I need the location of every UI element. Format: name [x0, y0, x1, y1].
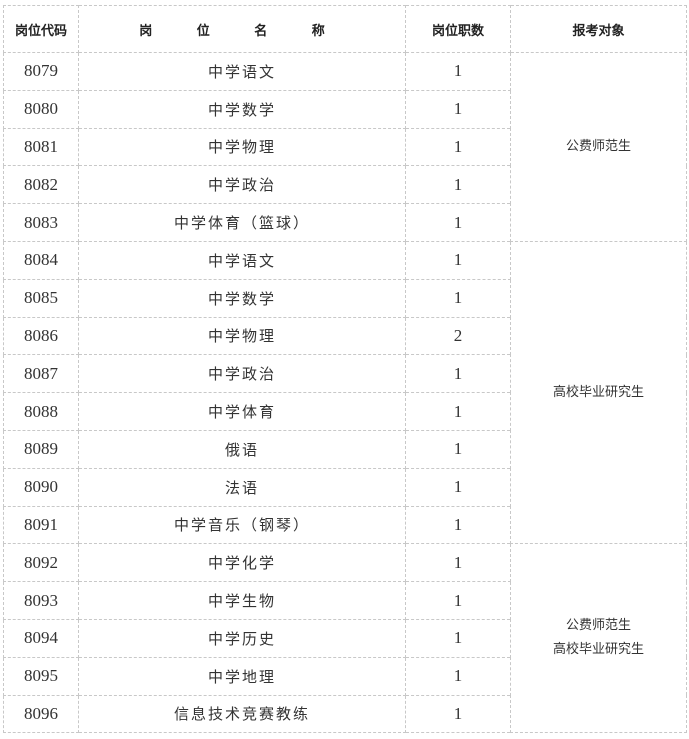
cell-name: 中学地理 — [78, 656, 406, 696]
cell-code: 8089 — [3, 429, 79, 469]
table-row: 8093 中学生物 1 — [3, 581, 687, 620]
cell-count: 1 — [405, 467, 511, 507]
cell-code: 8079 — [3, 52, 79, 91]
cell-count: 1 — [405, 429, 511, 469]
cell-target: 公费师范生 — [510, 52, 687, 242]
cell-count: 1 — [405, 165, 511, 205]
cell-count: 1 — [405, 543, 511, 583]
table-row: 8080 中学数学 1 — [3, 89, 687, 129]
cell-count: 1 — [405, 354, 511, 394]
cell-name: 中学体育（篮球） — [78, 203, 406, 242]
cell-count: 1 — [405, 240, 511, 280]
cell-code: 8091 — [3, 505, 79, 545]
target-line: 高校毕业研究生 — [552, 384, 644, 400]
cell-code: 8095 — [3, 656, 79, 696]
cell-name: 信息技术竞赛教练 — [78, 694, 406, 734]
table-row: 8089 俄语 1 — [3, 429, 687, 469]
cell-count: 1 — [405, 392, 511, 431]
table-row: 8081 中学物理 1 — [3, 127, 687, 167]
cell-name: 中学政治 — [78, 354, 406, 394]
cell-name: 中学物理 — [78, 316, 406, 356]
table-row: 8086 中学物理 2 — [3, 316, 687, 356]
cell-name: 中学化学 — [78, 543, 406, 583]
table-row: 8090 法语 1 — [3, 467, 687, 507]
cell-code: 8085 — [3, 278, 79, 318]
cell-code: 8081 — [3, 127, 79, 167]
cell-name: 法语 — [78, 467, 406, 507]
table-row: 8079 中学语文 1 公费师范生 — [3, 52, 687, 242]
cell-name: 中学数学 — [78, 89, 406, 129]
cell-count: 1 — [405, 694, 511, 734]
cell-name: 中学政治 — [78, 165, 406, 205]
cell-count: 1 — [405, 581, 511, 620]
cell-name: 中学物理 — [78, 127, 406, 167]
cell-target: 公费师范生高校毕业研究生 — [510, 543, 687, 734]
cell-name: 中学语文 — [78, 52, 406, 91]
cell-target: 高校毕业研究生 — [510, 240, 687, 545]
table-row: 8096 信息技术竞赛教练 1 — [3, 694, 687, 734]
header-name: 岗 位 名 称 — [78, 5, 406, 53]
cell-code: 8092 — [3, 543, 79, 583]
header-count: 岗位职数 — [405, 5, 511, 53]
cell-name: 中学数学 — [78, 278, 406, 318]
positions-table: 岗位代码 岗 位 名 称 岗位职数 报考对象 8079 中学语文 1 公费师范生 808… — [3, 5, 687, 734]
cell-code: 8083 — [3, 203, 79, 242]
cell-count: 2 — [405, 316, 511, 356]
cell-code: 8080 — [3, 89, 79, 129]
target-line: 公费师范生 — [565, 138, 631, 154]
cell-code: 8082 — [3, 165, 79, 205]
cell-count: 1 — [405, 127, 511, 167]
target-line: 公费师范生 — [565, 618, 631, 634]
table-row: 8082 中学政治 1 — [3, 165, 687, 205]
cell-code: 8088 — [3, 392, 79, 431]
cell-count: 1 — [405, 203, 511, 242]
cell-name: 中学生物 — [78, 581, 406, 620]
cell-code: 8090 — [3, 467, 79, 507]
table-row: 8094 中学历史 1 — [3, 618, 687, 658]
cell-count: 1 — [405, 505, 511, 545]
cell-code: 8094 — [3, 618, 79, 658]
table-row: 8085 中学数学 1 — [3, 278, 687, 318]
cell-code: 8084 — [3, 240, 79, 280]
cell-name: 中学音乐（钢琴） — [78, 505, 406, 545]
cell-code: 8096 — [3, 694, 79, 734]
header-code: 岗位代码 — [3, 5, 79, 53]
cell-name: 中学体育 — [78, 392, 406, 431]
cell-count: 1 — [405, 52, 511, 91]
table-row: 8083 中学体育（篮球） 1 — [3, 203, 687, 242]
cell-name: 中学历史 — [78, 618, 406, 658]
cell-name: 俄语 — [78, 429, 406, 469]
table-row: 8092 中学化学 1 公费师范生 高校毕业研究生 — [3, 543, 687, 734]
target-line: 高校毕业研究生 — [552, 642, 644, 658]
table-row: 8087 中学政治 1 — [3, 354, 687, 394]
cell-count: 1 — [405, 656, 511, 696]
cell-code: 8086 — [3, 316, 79, 356]
cell-code: 8087 — [3, 354, 79, 394]
cell-count: 1 — [405, 278, 511, 318]
header-row: 岗位代码 岗 位 名 称 岗位职数 报考对象 — [3, 5, 687, 53]
cell-count: 1 — [405, 618, 511, 658]
cell-code: 8093 — [3, 581, 79, 620]
header-target: 报考对象 — [510, 5, 687, 53]
cell-count: 1 — [405, 89, 511, 129]
table-row: 8084 中学语文 1 高校毕业研究生 — [3, 240, 687, 545]
table-row: 8091 中学音乐（钢琴） 1 — [3, 505, 687, 545]
cell-name: 中学语文 — [78, 240, 406, 280]
